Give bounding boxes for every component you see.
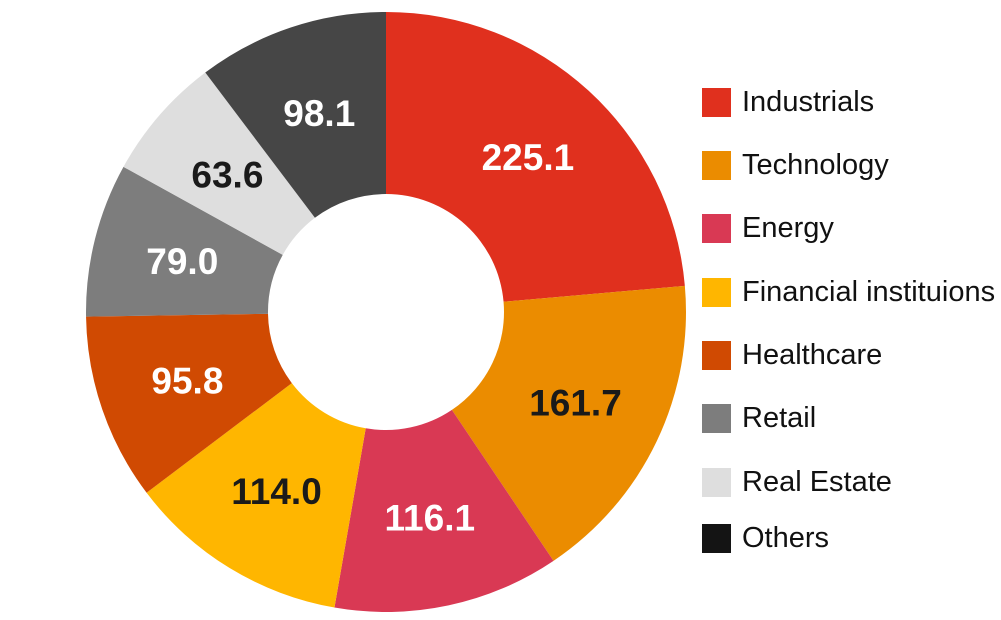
legend-swatch-others xyxy=(702,523,731,553)
legend-item-financial-instituions: Financial instituions xyxy=(702,277,995,307)
legend-label: Healthcare xyxy=(742,339,883,371)
legend-label: Industrials xyxy=(742,86,875,118)
donut-slice-energy xyxy=(334,409,554,613)
legend-label: Financial instituions xyxy=(742,276,996,308)
legend-item-energy: Energy xyxy=(702,213,834,243)
legend-item-others: Others xyxy=(702,523,829,553)
slice-value-label-real-estate: 63.6 xyxy=(191,154,263,195)
legend-item-technology: Technology xyxy=(702,150,889,180)
legend-swatch-healthcare xyxy=(702,340,731,370)
legend-label: Energy xyxy=(742,212,834,244)
slice-value-label-retail: 79.0 xyxy=(146,241,218,282)
slice-value-label-financial-instituions: 114.0 xyxy=(231,471,322,512)
legend-item-retail: Retail xyxy=(702,403,816,433)
legend-swatch-financial-instituions xyxy=(702,277,731,307)
donut-slice-industrials xyxy=(386,12,685,302)
legend-item-real-estate: Real Estate xyxy=(702,467,892,497)
legend-swatch-energy xyxy=(702,213,731,243)
legend-swatch-technology xyxy=(702,150,731,180)
legend-item-industrials: Industrials xyxy=(702,87,874,117)
legend-label: Technology xyxy=(742,149,889,181)
legend-label: Real Estate xyxy=(742,466,892,498)
donut-slice-healthcare xyxy=(86,313,292,493)
legend-label: Others xyxy=(742,522,830,554)
legend-label: Retail xyxy=(742,402,817,434)
donut-slice-retail xyxy=(86,166,283,317)
slice-value-label-technology: 161.7 xyxy=(529,382,622,423)
legend-swatch-retail xyxy=(702,403,731,433)
slice-value-label-industrials: 225.1 xyxy=(482,137,575,178)
donut-slice-real-estate xyxy=(123,72,315,255)
legend-swatch-real-estate xyxy=(702,467,731,497)
donut-slice-financial-instituions xyxy=(146,383,366,608)
donut-slice-others xyxy=(205,11,386,218)
slice-value-label-others: 98.1 xyxy=(283,93,355,134)
chart-legend: Industrials Technology Energy Financial ins… xyxy=(702,0,1001,620)
legend-item-healthcare: Healthcare xyxy=(702,340,882,370)
donut-slices-group xyxy=(86,11,687,613)
donut-slice-technology xyxy=(451,285,687,561)
legend-swatch-industrials xyxy=(702,87,731,117)
slice-value-label-healthcare: 95.8 xyxy=(151,360,223,401)
donut-slice-labels-group: 225.1 161.7 116.1 114.0 95.8 79.0 63.6 98.1 xyxy=(146,93,622,539)
slice-value-label-energy: 116.1 xyxy=(385,497,476,538)
